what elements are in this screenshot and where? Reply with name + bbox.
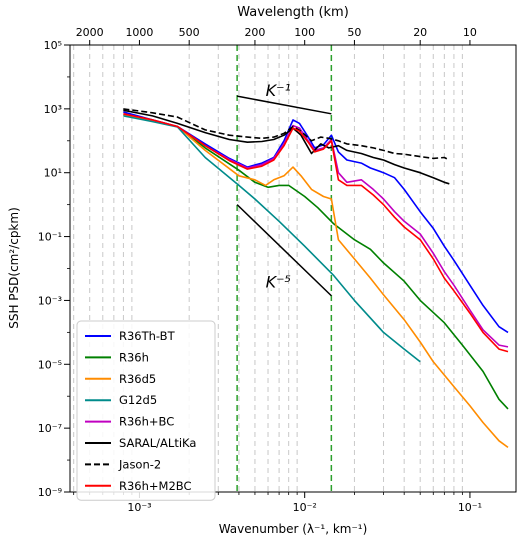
top-tick-label: 50 [347, 26, 361, 39]
top-tick-label: 20 [413, 26, 427, 39]
legend-label: SARAL/ALtiKa [119, 436, 196, 450]
y-tick-label: 10⁻¹ [38, 231, 62, 244]
y-tick-label: 10¹ [44, 167, 62, 180]
y-tick-label: 10⁻⁵ [38, 358, 62, 371]
vertical-markers [236, 45, 333, 492]
top-axis-label: Wavelength (km) [237, 5, 349, 20]
legend-label: Jason-2 [118, 457, 161, 471]
y-tick-label: 10⁻³ [38, 294, 62, 307]
top-tick-label: 2000 [76, 26, 104, 39]
legend-label: R36h [119, 350, 149, 364]
legend-label: R36Th-BT [119, 329, 176, 343]
series-line [123, 108, 450, 161]
x-tick-label: 10⁻³ [127, 501, 151, 514]
legend-label: G12d5 [119, 393, 157, 407]
series-line [123, 113, 509, 353]
top-tick-label: 200 [244, 26, 265, 39]
legend-box [76, 320, 216, 501]
y-tick-label: 10⁵ [44, 39, 62, 52]
top-tick-label: 500 [179, 26, 200, 39]
top-tick-label: 100 [294, 26, 315, 39]
legend-label: R36h+M2BC [119, 479, 192, 493]
top-tick-label: 10 [463, 26, 477, 39]
y-tick-label: 10⁻⁷ [38, 422, 62, 435]
top-tick-label: 1000 [125, 26, 153, 39]
series-line [123, 114, 509, 449]
series-line [123, 111, 509, 334]
axes: 10⁻³ 10⁻² 10⁻¹ 10⁻⁹ 10⁻⁷ 10⁻⁵ 10⁻³ 10⁻¹ 10¹ 10³ 10… [38, 26, 482, 514]
x-tick-label: 10⁻² [293, 501, 317, 514]
legend: R36Th-BT R36h R36d5 G12d5 R36h+BC SARAL/ALtiK… [76, 320, 216, 501]
reference-slope-label: K⁻¹ [266, 81, 291, 100]
series-line [123, 114, 509, 410]
series-line [123, 109, 450, 185]
reference-slope-label: K⁻⁵ [266, 273, 291, 292]
y-tick-label: 10⁻⁹ [38, 486, 62, 499]
reference-slopes: K⁻¹ K⁻⁵ [236, 81, 332, 297]
x-tick-label: 10⁻¹ [458, 501, 482, 514]
legend-label: R36h+BC [119, 415, 174, 429]
y-axis-label: SSH PSD(cm²/cpkm) [7, 207, 21, 329]
y-tick-label: 10³ [44, 103, 62, 116]
series-lines [123, 108, 509, 449]
reference-slope-line [236, 204, 332, 297]
reference-slope-line [236, 95, 332, 115]
legend-label: R36d5 [119, 372, 156, 386]
x-axis-label: Wavenumber (λ⁻¹, km⁻¹) [219, 522, 368, 536]
